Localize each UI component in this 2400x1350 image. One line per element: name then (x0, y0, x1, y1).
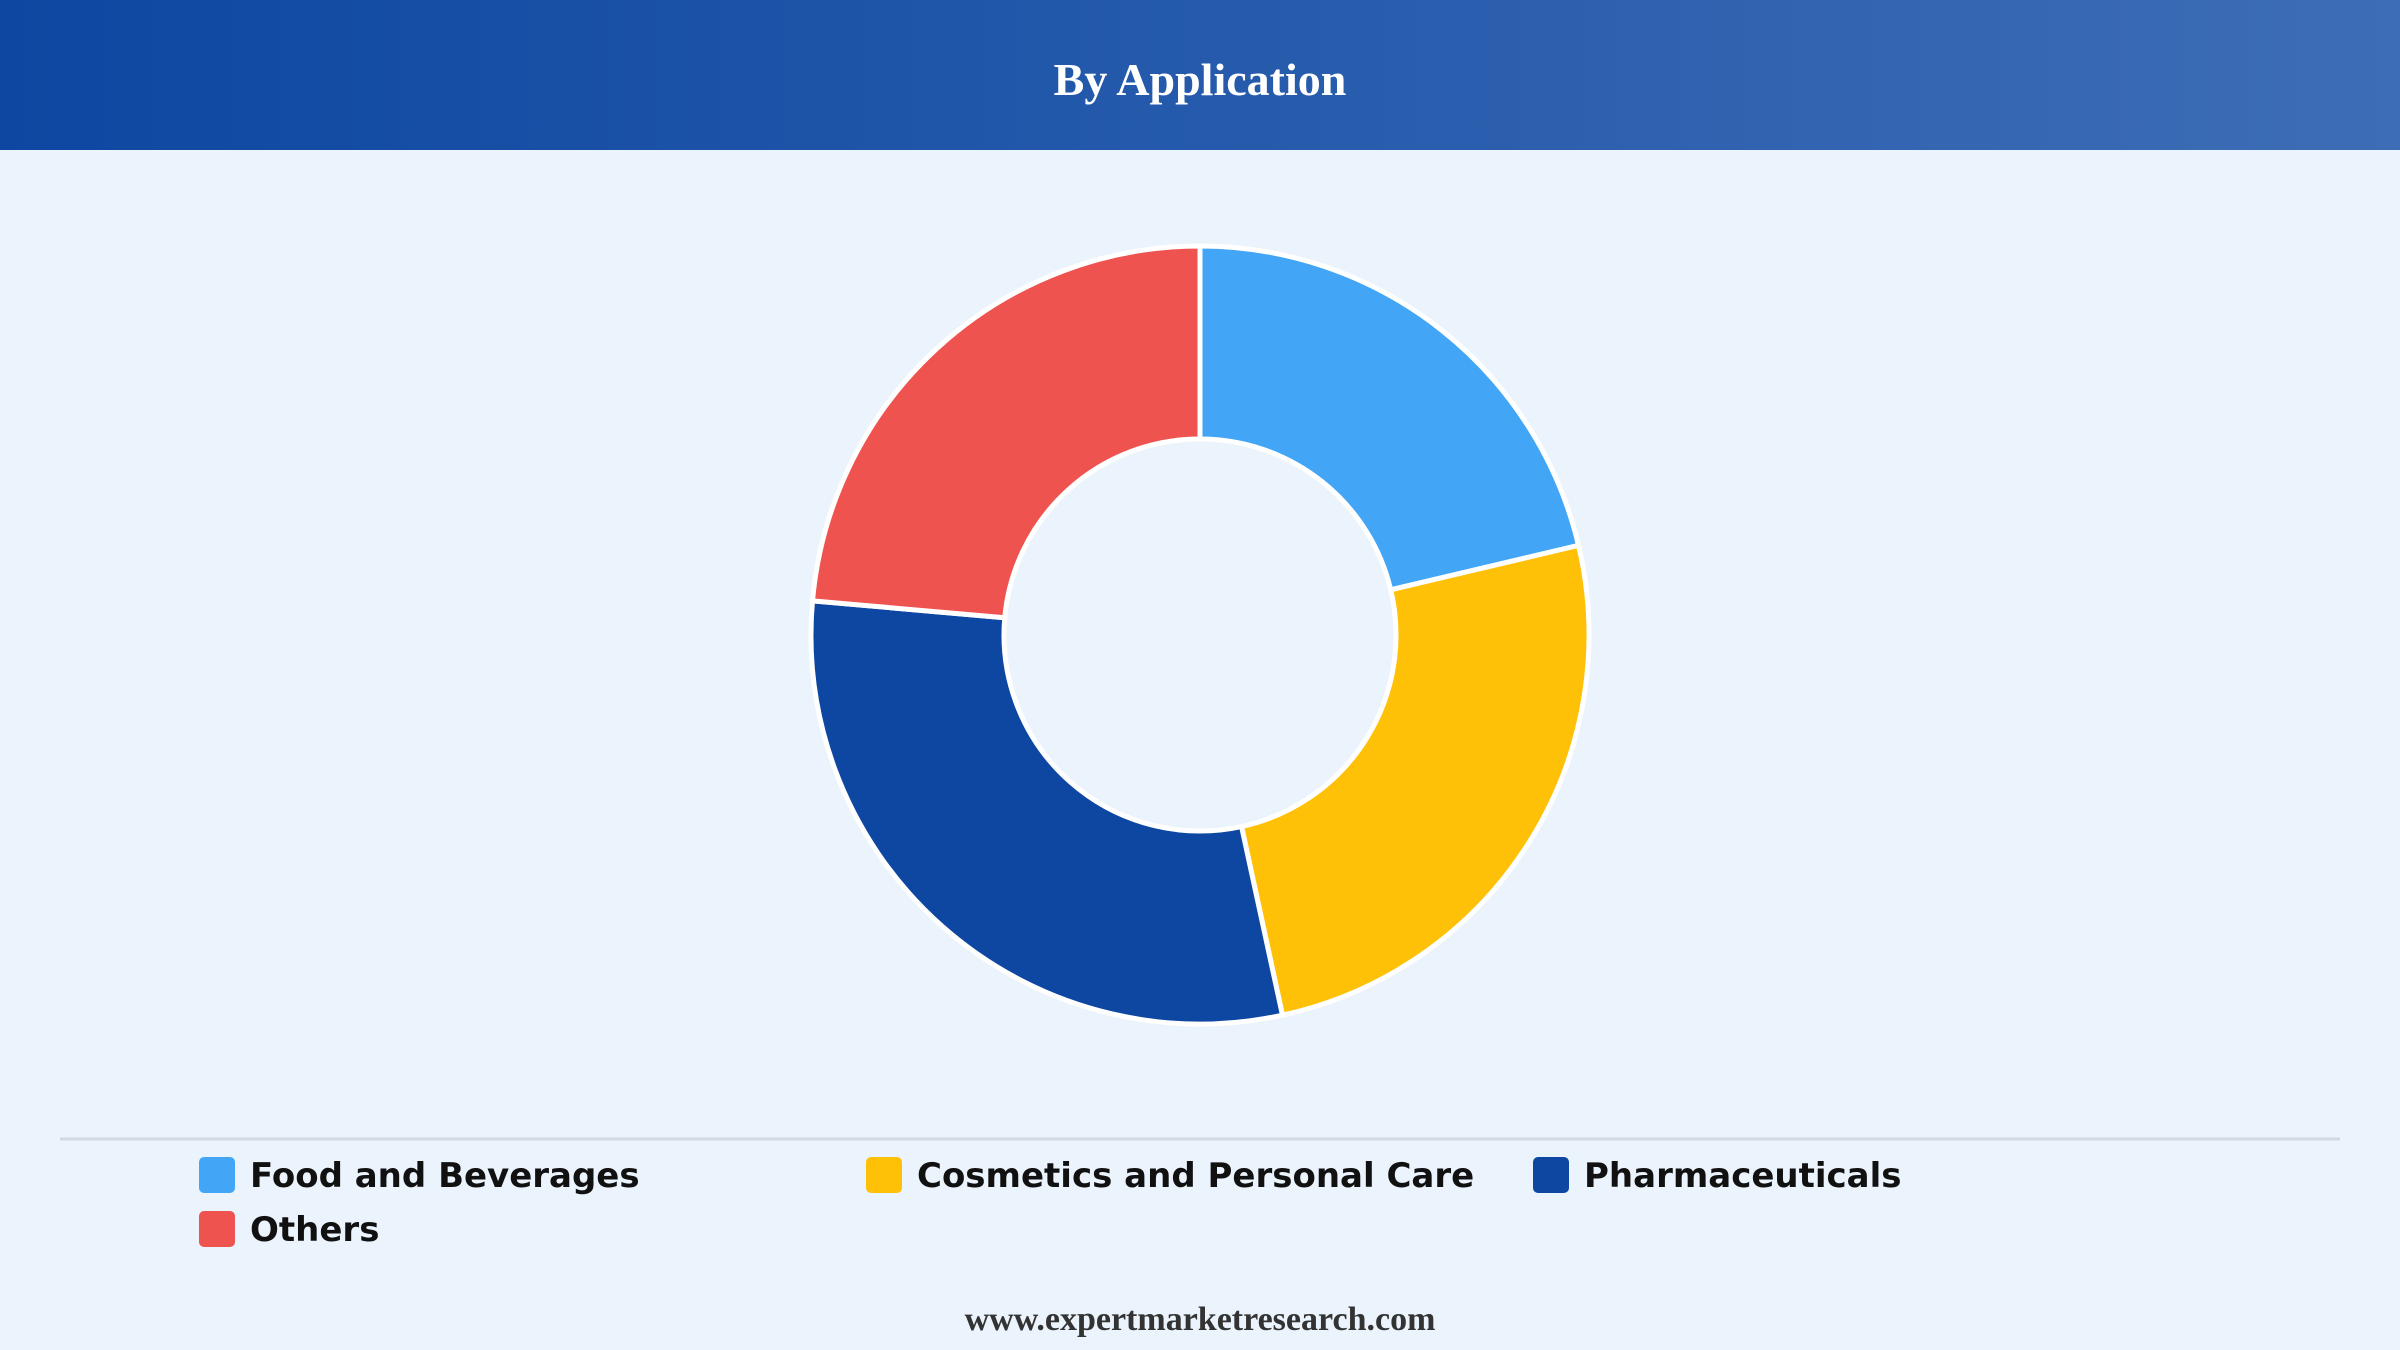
legend-label: Cosmetics and Personal Care (917, 1156, 1474, 1196)
donut-slice (1197, 243, 1582, 593)
donut-slice (1238, 542, 1592, 1019)
legend-label: Others (250, 1210, 379, 1250)
legend-swatch (866, 1157, 902, 1193)
footer-source: www.expertmarketresearch.com (965, 1301, 1436, 1338)
donut (808, 243, 1592, 1027)
header-bar (0, 0, 2400, 150)
legend-label: Food and Beverages (250, 1156, 640, 1196)
legend: Food and Beverages Cosmetics and Personal… (199, 1156, 1902, 1250)
legend-label: Pharmaceuticals (1584, 1156, 1902, 1196)
chart-title: By Application (1054, 54, 1347, 105)
legend-swatch (199, 1157, 235, 1193)
donut-slice (809, 243, 1203, 621)
legend-swatch (199, 1211, 235, 1247)
donut-slice (808, 598, 1286, 1027)
legend-swatch (1533, 1157, 1569, 1193)
